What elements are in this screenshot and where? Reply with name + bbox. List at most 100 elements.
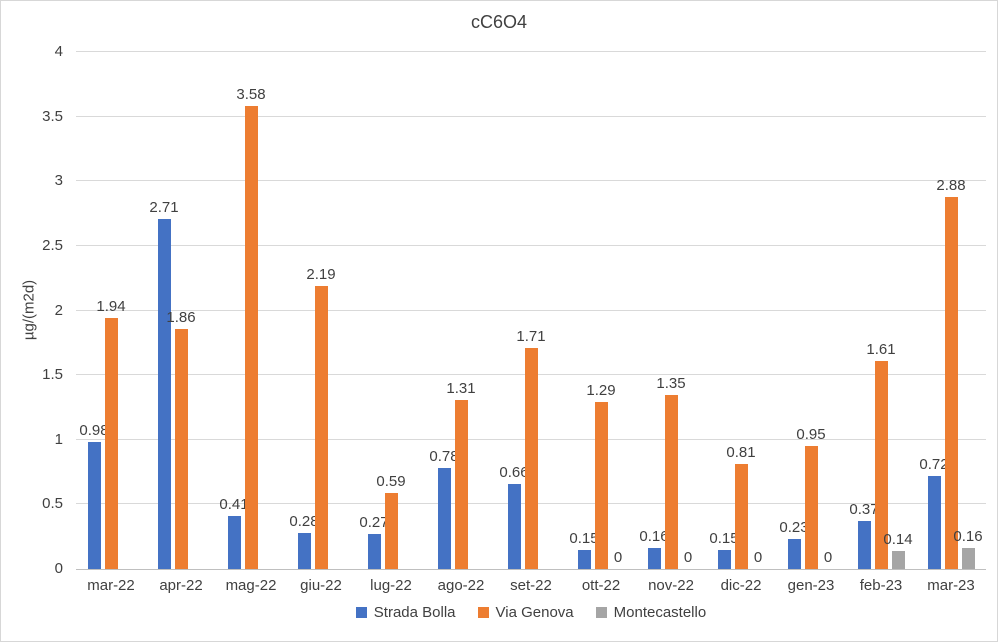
data-label: 0.16	[953, 528, 983, 546]
bar-strada-bolla	[297, 532, 311, 569]
chart-title: cC6O4	[470, 12, 528, 32]
bar-strada-bolla	[577, 549, 591, 569]
data-label: 0.78	[429, 448, 459, 466]
y-tick-label: 2.5	[42, 236, 63, 254]
data-label: 0.28	[289, 512, 319, 530]
data-label: 0.98	[79, 422, 109, 440]
legend-label: Montecastello	[613, 604, 707, 621]
data-label: 0.66	[499, 463, 529, 481]
legend-label: Via Genova	[495, 604, 574, 621]
data-label: 0.23	[779, 519, 809, 537]
bar-via-genova	[874, 360, 888, 569]
data-label: 0.59	[376, 472, 406, 490]
plot-area: 0.98 1.94 2.71 1.86 0.41 3.58 0.28 2.19 0.27 0.59…	[76, 51, 986, 570]
y-tick-label: 1.5	[42, 366, 63, 384]
data-label: 0.37	[849, 501, 879, 519]
bar-strada-bolla	[857, 521, 871, 569]
gridline	[76, 309, 986, 311]
legend-marker-icon	[595, 607, 607, 618]
x-tick-label: nov-22	[648, 577, 694, 594]
x-tick-label: gen-23	[787, 577, 835, 594]
x-tick-label: ott-22	[581, 577, 621, 594]
x-tick-label: lug-22	[370, 577, 412, 594]
data-label: 0	[823, 549, 833, 566]
bar-montecastello	[961, 548, 975, 569]
x-tick-label: dic-22	[720, 577, 762, 594]
x-tick-label: ago-22	[437, 577, 485, 594]
data-label: 0.95	[796, 426, 826, 444]
x-axis-line	[76, 569, 986, 570]
data-label: 1.35	[656, 374, 686, 392]
y-tick-label: 3	[54, 172, 63, 190]
bar-via-genova	[174, 328, 188, 569]
bar-strada-bolla	[157, 218, 171, 569]
legend-item-strada-bolla: Strada Bolla	[355, 604, 456, 621]
x-tick-label: mar-22	[87, 577, 135, 594]
data-label: 0	[753, 549, 763, 566]
data-label: 1.94	[96, 298, 126, 316]
gridline	[76, 115, 986, 117]
data-label: 0.27	[359, 514, 389, 532]
data-label: 2.71	[149, 198, 179, 216]
y-tick-label: 3.5	[42, 107, 63, 125]
gridline	[76, 180, 986, 182]
bar-via-genova	[384, 492, 398, 569]
data-label: 1.61	[866, 340, 896, 358]
legend-label: Strada Bolla	[373, 604, 456, 621]
data-label: 0.81	[726, 444, 756, 462]
bar-strada-bolla	[227, 516, 241, 569]
legend-item-via-genova: Via Genova	[477, 604, 574, 621]
bar-strada-bolla	[787, 539, 801, 569]
bar-strada-bolla	[437, 468, 451, 569]
bar-strada-bolla	[87, 442, 101, 569]
y-tick-label: 2	[54, 301, 63, 319]
data-label: 2.88	[936, 176, 966, 194]
bar-via-genova	[804, 446, 818, 569]
data-label: 1.31	[446, 379, 476, 397]
bar-strada-bolla	[367, 534, 381, 569]
y-tick-label: 0	[54, 560, 63, 577]
y-tick-label: 0.5	[42, 495, 63, 513]
legend-item-montecastello: Montecastello	[595, 604, 707, 621]
data-label: 0.72	[919, 455, 949, 473]
bar-montecastello	[891, 550, 905, 569]
bar-strada-bolla	[717, 549, 731, 569]
bar-via-genova	[944, 196, 958, 569]
bar-via-genova	[664, 394, 678, 569]
bar-via-genova	[244, 106, 258, 569]
data-label: 0.16	[639, 528, 669, 546]
bar-via-genova	[314, 285, 328, 569]
gridline	[76, 51, 986, 52]
x-tick-label: apr-22	[159, 577, 203, 594]
bar-strada-bolla	[927, 475, 941, 569]
data-label: 0.14	[883, 530, 913, 548]
data-label: 1.29	[586, 382, 616, 400]
x-tick-label: mar-23	[927, 577, 975, 594]
y-tick-label: 4	[54, 43, 63, 60]
legend: Strada Bolla Via Genova Montecastello	[76, 604, 986, 621]
data-label: 3.58	[236, 86, 266, 104]
bar-via-genova	[454, 399, 468, 569]
gridline	[76, 244, 986, 246]
data-label: 0.41	[219, 496, 249, 514]
x-tick-label: set-22	[510, 577, 552, 594]
data-label: 0	[683, 549, 693, 566]
bar-via-genova	[524, 347, 538, 569]
bar-via-genova	[734, 464, 748, 569]
x-tick-label: giu-22	[300, 577, 342, 594]
data-label: 0.15	[709, 529, 739, 547]
data-label: 0	[613, 549, 623, 566]
bar-strada-bolla	[647, 548, 661, 569]
legend-marker-icon	[477, 607, 489, 618]
x-tick-label: mag-22	[225, 577, 277, 594]
legend-marker-icon	[355, 607, 367, 618]
data-label: 1.86	[166, 308, 196, 326]
data-label: 2.19	[306, 265, 336, 283]
y-tick-label: 1	[54, 430, 63, 448]
data-label: 0.15	[569, 529, 599, 547]
data-label: 1.71	[516, 327, 546, 345]
x-tick-label: feb-23	[859, 577, 903, 594]
bar-strada-bolla	[507, 483, 521, 569]
bar-via-genova	[104, 318, 118, 569]
